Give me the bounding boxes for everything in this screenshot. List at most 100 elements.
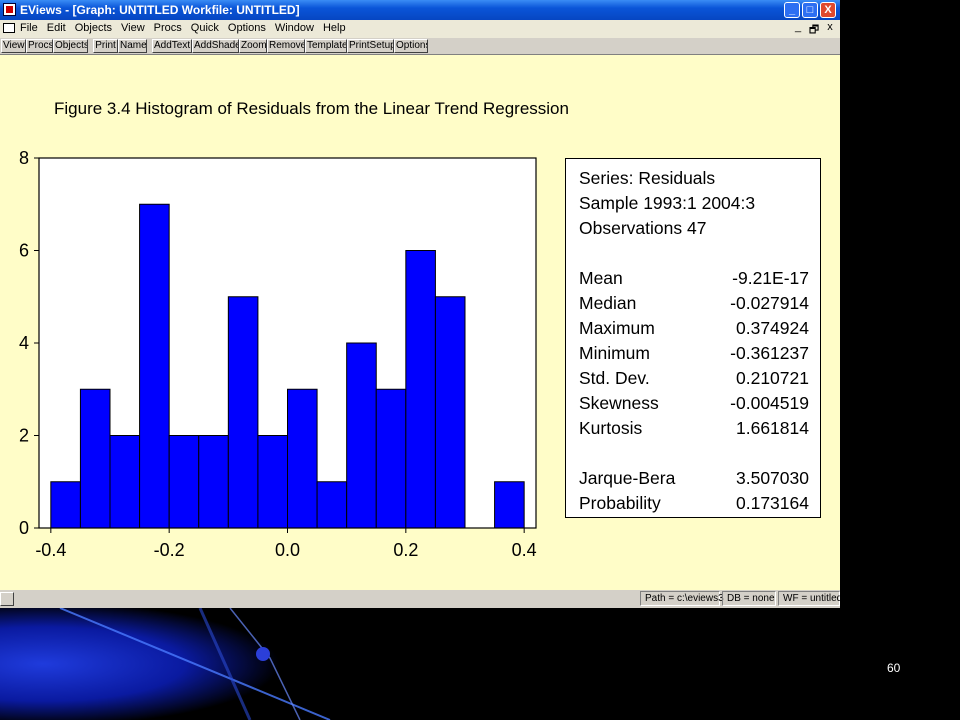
stats-row-maximum: Maximum 0.374924 bbox=[579, 318, 809, 339]
stats-row-skewness: Skewness -0.004519 bbox=[579, 393, 809, 414]
menu-view[interactable]: View bbox=[121, 22, 145, 34]
histogram-bar bbox=[109, 435, 141, 529]
x-tick-label: 0.2 bbox=[393, 540, 418, 560]
x-tick-label: 0.4 bbox=[512, 540, 537, 560]
menu-options[interactable]: Options bbox=[227, 22, 266, 34]
status-wf: WF = untitled bbox=[778, 591, 842, 606]
y-tick-label: 4 bbox=[19, 333, 29, 353]
histogram-bar bbox=[198, 435, 229, 529]
histogram-bar bbox=[168, 435, 200, 529]
toolbar-template-button[interactable]: Template bbox=[305, 39, 347, 53]
status-path: Path = c:\eviews3 bbox=[640, 591, 724, 606]
stats-value: 0.374924 bbox=[736, 318, 809, 338]
statistics-box: Series: Residuals Sample 1993:1 2004:3 O… bbox=[565, 158, 821, 518]
stats-row-kurtosis: Kurtosis 1.661814 bbox=[579, 418, 809, 439]
document-icon[interactable] bbox=[3, 23, 15, 33]
mdi-minimize-button[interactable]: _ bbox=[794, 21, 802, 33]
scrollbar-left-arrow[interactable] bbox=[0, 592, 14, 606]
stats-series: Series: Residuals bbox=[579, 168, 716, 188]
stats-label: Kurtosis bbox=[579, 418, 643, 438]
toolbar-procs-button[interactable]: Procs bbox=[26, 39, 53, 53]
stats-label: Median bbox=[579, 293, 637, 313]
stats-row-minimum: Minimum -0.361237 bbox=[579, 343, 809, 364]
histogram-bar bbox=[375, 388, 407, 529]
stats-sample: Sample 1993:1 2004:3 bbox=[579, 193, 756, 213]
histogram-bar bbox=[139, 203, 170, 529]
histogram-bar bbox=[50, 481, 81, 529]
histogram-bar bbox=[79, 388, 111, 529]
toolbar-objects-button[interactable]: Objects bbox=[53, 39, 88, 53]
slide-decoration-dot bbox=[256, 647, 270, 661]
y-tick-label: 2 bbox=[19, 426, 29, 446]
title-bar: EViews - [Graph: UNTITLED Workfile: UNTI… bbox=[0, 0, 840, 20]
stats-label: Std. Dev. bbox=[579, 368, 650, 388]
menu-bar: File Edit Objects View Procs Quick Optio… bbox=[0, 20, 840, 38]
stats-label: Jarque-Bera bbox=[579, 468, 676, 488]
x-tick-label: -0.4 bbox=[35, 540, 66, 560]
stats-row-median: Median -0.027914 bbox=[579, 293, 809, 314]
menu-help[interactable]: Help bbox=[322, 22, 346, 34]
mdi-restore-button[interactable]: 🗗 bbox=[808, 24, 820, 36]
slide-background bbox=[0, 608, 960, 720]
graph-canvas: Figure 3.4 Histogram of Residuals from t… bbox=[0, 55, 840, 590]
toolbar-zoom-button[interactable]: Zoom bbox=[239, 39, 267, 53]
x-tick-label: -0.2 bbox=[154, 540, 185, 560]
stats-value: 0.210721 bbox=[736, 368, 809, 388]
close-button[interactable]: X bbox=[820, 2, 836, 18]
toolbar-view-button[interactable]: View bbox=[1, 39, 26, 53]
menu-edit[interactable]: Edit bbox=[46, 22, 66, 34]
stats-value: -0.361237 bbox=[730, 343, 809, 363]
stats-value: -9.21E-17 bbox=[732, 268, 809, 288]
stats-label: Probability bbox=[579, 493, 661, 513]
histogram-bar bbox=[405, 250, 436, 529]
toolbar-addshade-button[interactable]: AddShade bbox=[192, 39, 239, 53]
window-title: EViews - [Graph: UNTITLED Workfile: UNTI… bbox=[20, 3, 300, 17]
minimize-button[interactable]: _ bbox=[784, 2, 800, 18]
menu-procs[interactable]: Procs bbox=[153, 22, 182, 34]
stats-value: 0.173164 bbox=[736, 493, 809, 513]
stats-row-std-dev: Std. Dev. 0.210721 bbox=[579, 368, 809, 389]
eviews-window: EViews - [Graph: UNTITLED Workfile: UNTI… bbox=[0, 0, 840, 608]
toolbar-remove-button[interactable]: Remove bbox=[267, 39, 305, 53]
graph-toolbar: View Procs Objects Print Name AddText Ad… bbox=[0, 38, 840, 55]
y-tick-label: 0 bbox=[19, 518, 29, 538]
stats-value: 3.507030 bbox=[736, 468, 809, 488]
stats-value: -0.004519 bbox=[730, 393, 809, 413]
stats-label: Maximum bbox=[579, 318, 655, 338]
menu-file[interactable]: File bbox=[20, 22, 38, 34]
x-tick-label: 0.0 bbox=[275, 540, 300, 560]
stats-label: Mean bbox=[579, 268, 623, 288]
histogram-bar bbox=[494, 481, 525, 529]
stats-label: Skewness bbox=[579, 393, 659, 413]
menu-objects[interactable]: Objects bbox=[74, 22, 112, 34]
maximize-button[interactable]: □ bbox=[802, 2, 818, 18]
stats-label: Minimum bbox=[579, 343, 650, 363]
toolbar-print-button[interactable]: Print bbox=[93, 39, 118, 53]
stats-row-probability: Probability 0.173164 bbox=[579, 493, 809, 514]
stats-row-mean: Mean -9.21E-17 bbox=[579, 268, 809, 289]
status-db: DB = none bbox=[722, 591, 776, 606]
stats-row-jarque-bera: Jarque-Bera 3.507030 bbox=[579, 468, 809, 489]
menu-window[interactable]: Window bbox=[274, 22, 314, 34]
menu-quick[interactable]: Quick bbox=[190, 22, 219, 34]
histogram-bar bbox=[346, 342, 377, 529]
toolbar-name-button[interactable]: Name bbox=[118, 39, 147, 53]
histogram-bar bbox=[287, 388, 318, 529]
histogram-chart: 0 2 4 6 8 -0.4 -0.2 0.0 0.2 0.4 bbox=[19, 148, 537, 560]
eviews-app-icon bbox=[3, 3, 16, 16]
figure-title: Figure 3.4 Histogram of Residuals from t… bbox=[54, 99, 569, 118]
stats-value: 1.661814 bbox=[736, 418, 809, 438]
histogram-bar bbox=[316, 481, 348, 529]
y-tick-label: 8 bbox=[19, 148, 29, 168]
toolbar-options-button[interactable]: Options bbox=[394, 39, 428, 53]
toolbar-printsetup-button[interactable]: PrintSetup bbox=[347, 39, 394, 53]
y-tick-label: 6 bbox=[19, 241, 29, 261]
histogram-bar bbox=[434, 296, 466, 529]
slide-page-number: 60 bbox=[887, 661, 901, 675]
status-bar: Path = c:\eviews3 DB = none WF = untitle… bbox=[0, 590, 842, 608]
histogram-bar bbox=[257, 435, 288, 529]
histogram-bar bbox=[227, 296, 259, 529]
toolbar-addtext-button[interactable]: AddText bbox=[152, 39, 192, 53]
mdi-close-button[interactable]: x bbox=[827, 21, 833, 33]
stats-observations: Observations 47 bbox=[579, 218, 707, 238]
